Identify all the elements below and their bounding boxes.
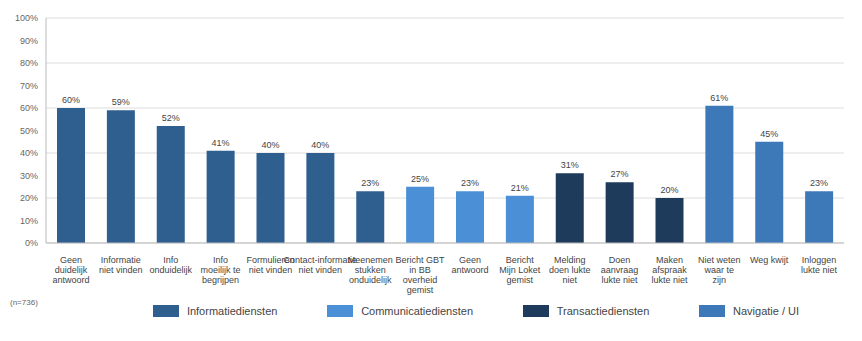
html-text:Communicatiediensten: Communicatiediensten bbox=[361, 305, 473, 317]
svg-text:20%: 20% bbox=[660, 185, 678, 195]
html-text:Navigatie / UI: Navigatie / UI bbox=[733, 305, 800, 317]
svg-text:23%: 23% bbox=[461, 178, 479, 188]
svg-text:27%: 27% bbox=[611, 169, 629, 179]
svg-text:Doenaanvraaglukte niet: Doenaanvraaglukte niet bbox=[601, 255, 639, 285]
svg-text:Makenafspraaklukte niet: Makenafspraaklukte niet bbox=[651, 255, 688, 285]
svg-text:70%: 70% bbox=[20, 81, 38, 91]
svg-text:21%: 21% bbox=[511, 183, 529, 193]
html-text:Transactiediensten: Transactiediensten bbox=[556, 305, 650, 317]
svg-text:Infomoeilijk tebegrijpen: Infomoeilijk tebegrijpen bbox=[201, 255, 241, 285]
svg-text:Bericht GBTin BBoverheidgemist: Bericht GBTin BBoverheidgemist bbox=[396, 255, 446, 295]
html-text:Formulieren: Formulieren bbox=[246, 255, 295, 265]
svg-text:80%: 80% bbox=[20, 58, 38, 68]
svg-text:Contact-informatieniet vinden: Contact-informatieniet vinden bbox=[284, 255, 358, 275]
svg-text:31%: 31% bbox=[561, 160, 579, 170]
svg-text:BerichtMijn Loketgemist: BerichtMijn Loketgemist bbox=[499, 255, 541, 285]
svg-text:30%: 30% bbox=[20, 171, 38, 181]
svg-text:60%: 60% bbox=[62, 95, 80, 105]
svg-text:Geenduidelijkantwoord: Geenduidelijkantwoord bbox=[52, 255, 89, 285]
svg-text:20%: 20% bbox=[20, 193, 38, 203]
svg-text:59%: 59% bbox=[112, 97, 130, 107]
svg-text:41%: 41% bbox=[212, 138, 230, 148]
svg-text:90%: 90% bbox=[20, 36, 38, 46]
svg-text:Meenemenstukkenonduidelijk: Meenemenstukkenonduidelijk bbox=[348, 255, 393, 285]
svg-text:40%: 40% bbox=[20, 148, 38, 158]
svg-text:Niet wetenwaar tezijn: Niet wetenwaar tezijn bbox=[698, 255, 741, 285]
svg-text:52%: 52% bbox=[162, 113, 180, 123]
svg-text:Inloggenlukte niet: Inloggenlukte niet bbox=[801, 255, 838, 275]
svg-text:Weg kwijt: Weg kwijt bbox=[750, 255, 789, 265]
svg-text:40%: 40% bbox=[311, 140, 329, 150]
svg-text:10%: 10% bbox=[20, 216, 38, 226]
html-text:(n=736): (n=736) bbox=[10, 298, 38, 307]
svg-text:Informatieniet vinden: Informatieniet vinden bbox=[99, 255, 143, 275]
svg-text:Meldingdoen lukteniet: Meldingdoen lukteniet bbox=[549, 255, 591, 285]
svg-text:Geenantwoord: Geenantwoord bbox=[451, 255, 488, 275]
html-text:Informatiediensten: Informatiediensten bbox=[186, 305, 278, 317]
svg-text:61%: 61% bbox=[710, 93, 728, 103]
svg-text:25%: 25% bbox=[411, 174, 429, 184]
svg-text:60%: 60% bbox=[20, 103, 38, 113]
svg-text:40%: 40% bbox=[261, 140, 279, 150]
svg-text:45%: 45% bbox=[760, 129, 778, 139]
svg-text:100%: 100% bbox=[15, 13, 38, 23]
svg-text:23%: 23% bbox=[810, 178, 828, 188]
svg-text:Infoonduidelijk: Infoonduidelijk bbox=[149, 255, 192, 275]
svg-text:50%: 50% bbox=[20, 126, 38, 136]
html-text:niet vinden: niet vinden bbox=[248, 265, 293, 275]
svg-text:0%: 0% bbox=[25, 238, 38, 248]
svg-text:23%: 23% bbox=[361, 178, 379, 188]
